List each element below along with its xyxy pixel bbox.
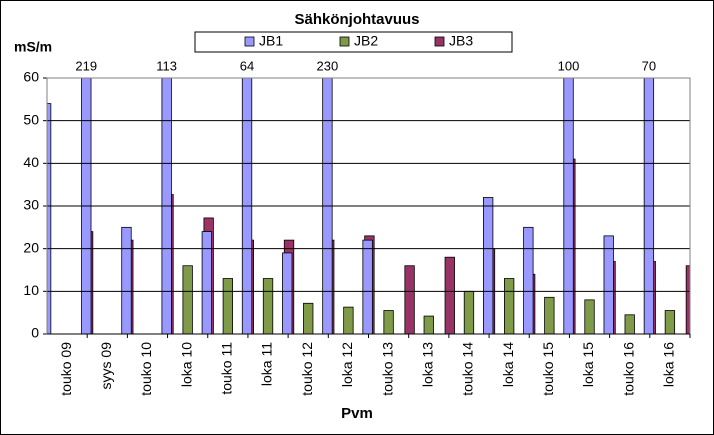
- bar: [383, 310, 394, 334]
- bar: [182, 265, 193, 334]
- x-tick-label: loka 14: [500, 342, 516, 387]
- x-tick-label: touko 15: [540, 342, 556, 396]
- x-tick-label: syys 09: [98, 342, 114, 390]
- y-tick-label: 20: [23, 239, 39, 255]
- bar: [523, 226, 534, 334]
- legend-swatch: [339, 36, 350, 47]
- bar: [404, 265, 415, 334]
- y-tick-label: 30: [23, 197, 39, 213]
- data-label: 219: [75, 58, 97, 73]
- bar: [483, 197, 494, 334]
- x-tick-label: touko 12: [299, 342, 315, 396]
- bar: [664, 310, 676, 334]
- y-tick-label: 40: [23, 154, 39, 170]
- bar: [643, 78, 655, 334]
- x-tick-label: loka 10: [178, 342, 194, 387]
- legend-swatch: [434, 36, 445, 47]
- chart-title: Sähkönjohtavuus: [294, 11, 419, 28]
- bar: [241, 78, 253, 334]
- data-label: 113: [156, 58, 177, 73]
- data-label: 230: [317, 58, 339, 73]
- bar: [423, 315, 434, 334]
- legend-label: JB2: [354, 33, 378, 49]
- bar: [303, 302, 314, 334]
- y-axis-label: mS/m: [14, 39, 52, 55]
- legend-label: JB3: [449, 33, 473, 49]
- bar: [444, 256, 455, 334]
- bar: [504, 278, 515, 334]
- bar: [201, 231, 212, 334]
- bar: [624, 314, 635, 334]
- bar: [121, 226, 132, 334]
- bar: [282, 252, 293, 334]
- bar: [262, 278, 274, 334]
- x-tick-label: touko 16: [620, 342, 636, 396]
- bar: [343, 306, 354, 334]
- x-tick-label: loka 11: [259, 342, 275, 386]
- data-label: 64: [240, 58, 254, 73]
- x-tick-label: loka 13: [419, 342, 435, 387]
- bar: [47, 103, 52, 334]
- data-label: 70: [642, 58, 656, 73]
- bar: [584, 299, 595, 334]
- bar: [544, 296, 555, 334]
- bar: [463, 290, 475, 334]
- bar: [603, 235, 614, 334]
- bar: [685, 265, 690, 334]
- y-tick-label: 50: [23, 111, 39, 127]
- x-tick-label: touko 14: [460, 342, 476, 396]
- x-tick-label: touko 09: [58, 342, 74, 396]
- bar: [362, 239, 373, 334]
- data-label: 100: [558, 58, 580, 73]
- x-axis-label: Pvm: [341, 405, 373, 422]
- x-tick-label: loka 15: [580, 342, 596, 387]
- x-tick-label: touko 13: [379, 342, 395, 396]
- legend-swatch: [244, 36, 255, 47]
- y-tick-label: 60: [23, 69, 39, 85]
- x-tick-label: loka 16: [661, 342, 677, 387]
- legend: [194, 31, 513, 53]
- y-tick-label: 10: [23, 282, 39, 298]
- legend-label: JB1: [259, 33, 283, 49]
- x-tick-label: touko 10: [138, 342, 154, 396]
- x-tick-label: loka 12: [339, 342, 355, 387]
- bar: [222, 278, 233, 334]
- y-tick-label: 0: [31, 325, 39, 341]
- x-tick-label: touko 11: [219, 342, 235, 395]
